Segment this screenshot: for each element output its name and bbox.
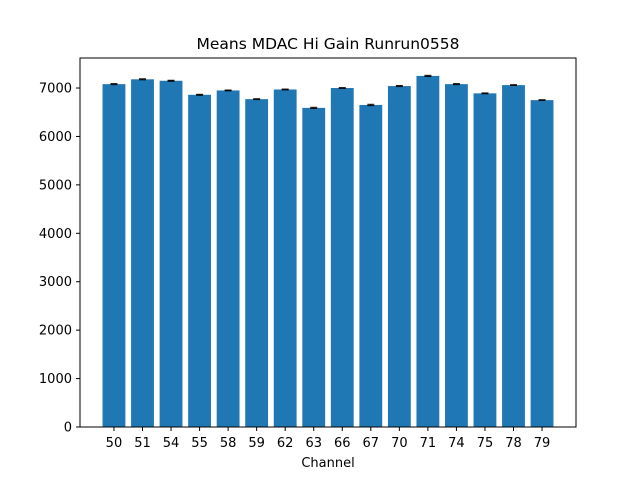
error-bar-55: [196, 93, 204, 96]
error-bar-63: [310, 106, 318, 109]
x-tick-label: 51: [134, 436, 151, 451]
error-bar-50: [110, 83, 118, 86]
error-bar-78: [510, 84, 518, 87]
axes-layer: [79, 57, 577, 428]
x-tick-label: 66: [334, 436, 351, 451]
bar-75: [473, 93, 497, 427]
error-bar-79: [538, 99, 546, 102]
error-bars-layer: [110, 74, 546, 109]
bar-74: [445, 84, 468, 428]
error-bar-62: [281, 88, 289, 91]
x-tick-label: 54: [163, 436, 180, 451]
bar-66: [330, 88, 354, 427]
y-tick-label: 3000: [39, 275, 72, 290]
x-tick-label: 78: [505, 436, 522, 451]
x-tick-label: 63: [305, 436, 322, 451]
x-tick-label: 71: [420, 436, 437, 451]
x-tick-label: 74: [448, 436, 465, 451]
error-bar-54: [167, 79, 175, 82]
bar-63: [302, 107, 326, 427]
x-tick-label: 55: [191, 436, 208, 451]
error-bar-74: [452, 83, 460, 86]
bar-62: [273, 89, 297, 427]
bar-55: [188, 94, 211, 427]
y-tick-label: 4000: [39, 227, 72, 242]
y-tick-label: 7000: [39, 82, 72, 97]
error-bar-51: [138, 78, 146, 81]
bar-78: [502, 85, 525, 428]
x-tick-label: 79: [534, 436, 551, 451]
bar-58: [216, 90, 240, 427]
y-tick-label: 2000: [39, 324, 72, 339]
axes-frame: [79, 57, 577, 428]
x-tick-label: 58: [220, 436, 237, 451]
bars-layer: [102, 75, 554, 428]
error-bar-67: [367, 103, 375, 107]
error-bar-59: [253, 98, 261, 101]
x-tick-label: 62: [277, 436, 294, 451]
x-tick-label: 67: [363, 436, 380, 451]
error-bar-71: [424, 74, 432, 77]
x-tick-label: 59: [248, 436, 265, 451]
x-tick-label: 70: [391, 436, 408, 451]
bar-50: [102, 84, 126, 428]
y-tick-label: 6000: [39, 130, 72, 145]
bar-59: [245, 99, 269, 428]
y-tick-label: 5000: [39, 178, 72, 193]
error-bar-58: [224, 89, 232, 92]
ticks-layer: 0 1000 2000 3000 4000 5000 6000 7000 50 51 54 55 58 5…: [39, 82, 550, 451]
bar-54: [159, 80, 183, 428]
chart-title: Means MDAC Hi Gain Runrun0558: [197, 35, 460, 53]
error-bar-66: [338, 87, 346, 89]
error-bar-70: [395, 85, 403, 88]
y-tick-label: 1000: [39, 372, 72, 387]
y-tick-label: 0: [64, 421, 72, 436]
x-tick-label: 50: [106, 436, 123, 451]
bar-70: [387, 86, 411, 428]
x-axis-label: Channel: [301, 456, 354, 471]
x-tick-label: 75: [477, 436, 494, 451]
bar-67: [359, 104, 383, 427]
error-bar-75: [481, 92, 489, 95]
bar-71: [416, 75, 440, 427]
bar-51: [131, 79, 154, 428]
bar-79: [530, 100, 554, 428]
